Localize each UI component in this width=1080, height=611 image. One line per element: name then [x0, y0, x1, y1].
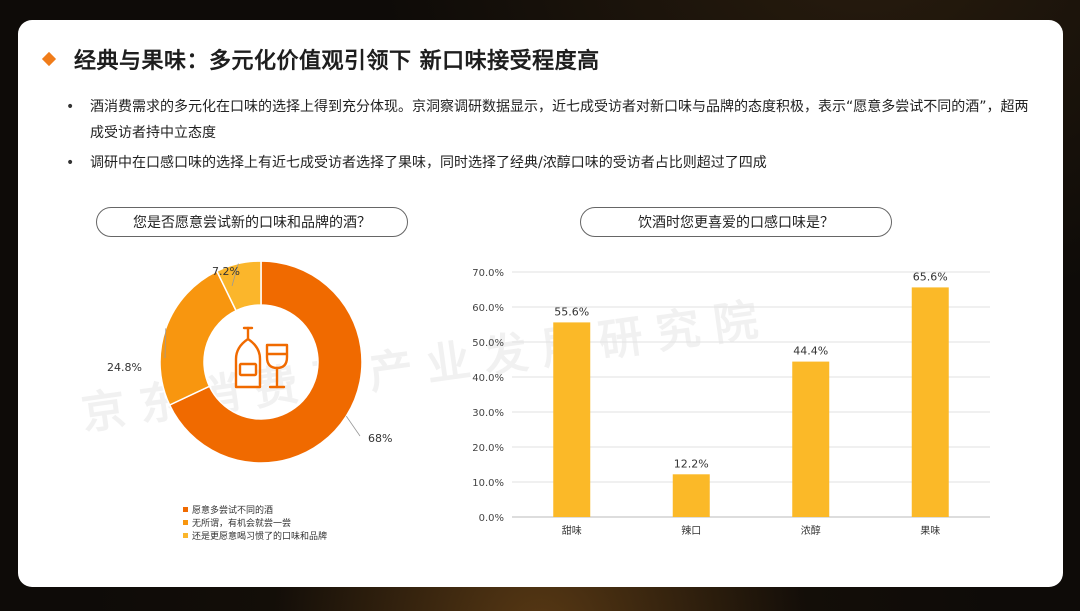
donut-slice-label: 68% [368, 432, 392, 445]
legend-item: 还是更愿意喝习惯了的口味和品牌 [183, 529, 327, 542]
y-tick-label: 30.0% [472, 408, 504, 419]
bar [672, 474, 710, 517]
charts-canvas: 68% 24.8% 7.2% 0.0% 10.0% 20.0% 30.0% 40.0% 50.… [107, 260, 990, 537]
page-title: 经典与果味：多元化价值观引领下 新口味接受程度高 [74, 49, 600, 74]
bar-value-label: 44.4% [793, 345, 828, 358]
bar [911, 287, 949, 517]
y-tick-label: 60.0% [472, 303, 504, 314]
legend-swatch [183, 507, 188, 512]
slide-card: 经典与果味：多元化价值观引领下 新口味接受程度高 酒消费需求的多元化在口味的选择… [18, 20, 1063, 587]
left-chart-title: 您是否愿意尝试新的口味和品牌的酒？ [96, 207, 408, 237]
legend-swatch [183, 533, 188, 538]
right-chart-title: 饮酒时您更喜爱的口感口味是？ [580, 207, 892, 237]
donut-slice-label: 24.8% [107, 361, 142, 374]
x-tick-label: 浓醇 [801, 524, 821, 537]
bar-chart: 0.0% 10.0% 20.0% 30.0% 40.0% 50.0% 60.0% 70.0% 5… [472, 268, 990, 537]
donut-slice [168, 260, 363, 464]
bullet-item: 调研中在口感口味的选择上有近七成受访者选择了果味，同时选择了经典/浓醇口味的受访… [66, 150, 1036, 176]
y-tick-label: 70.0% [472, 268, 504, 279]
x-tick-label: 甜味 [562, 524, 582, 537]
donut-slice [215, 260, 262, 312]
legend-item: 无所谓，有机会就尝一尝 [183, 516, 327, 529]
bar-value-label: 12.2% [674, 457, 709, 470]
bar [553, 322, 591, 517]
y-tick-label: 20.0% [472, 443, 504, 454]
donut-chart: 68% 24.8% 7.2% [107, 260, 392, 464]
bullet-list: 酒消费需求的多元化在口味的选择上得到充分体现。京洞察调研数据显示，近七成受访者对… [66, 94, 1036, 180]
y-tick-label: 40.0% [472, 373, 504, 384]
legend-swatch [183, 520, 188, 525]
donut-legend: 愿意多尝试不同的酒无所谓，有机会就尝一尝还是更愿意喝习惯了的口味和品牌 [183, 503, 327, 542]
y-tick-label: 50.0% [472, 338, 504, 349]
wine-bottle-and-glass-icon [234, 326, 289, 389]
donut-leader-line [164, 328, 167, 359]
donut-slice-label: 7.2% [212, 265, 240, 278]
donut-leader-line [231, 263, 239, 287]
legend-label: 无所谓，有机会就尝一尝 [192, 519, 292, 529]
bar-value-label: 55.6% [554, 305, 589, 318]
donut-slice [159, 270, 238, 407]
bar-value-label: 65.6% [913, 270, 948, 283]
donut-leader-line [345, 415, 361, 437]
x-tick-label: 果味 [920, 525, 940, 537]
legend-item: 愿意多尝试不同的酒 [183, 503, 327, 516]
x-tick-label: 辣口 [681, 524, 701, 537]
legend-label: 愿意多尝试不同的酒 [192, 506, 274, 516]
y-tick-label: 0.0% [479, 513, 504, 524]
bullet-item: 酒消费需求的多元化在口味的选择上得到充分体现。京洞察调研数据显示，近七成受访者对… [66, 94, 1036, 146]
bar [792, 361, 830, 517]
title-row: 经典与果味：多元化价值观引领下 新口味接受程度高 [40, 44, 600, 74]
legend-label: 还是更愿意喝习惯了的口味和品牌 [192, 532, 328, 542]
y-tick-label: 10.0% [472, 478, 504, 489]
